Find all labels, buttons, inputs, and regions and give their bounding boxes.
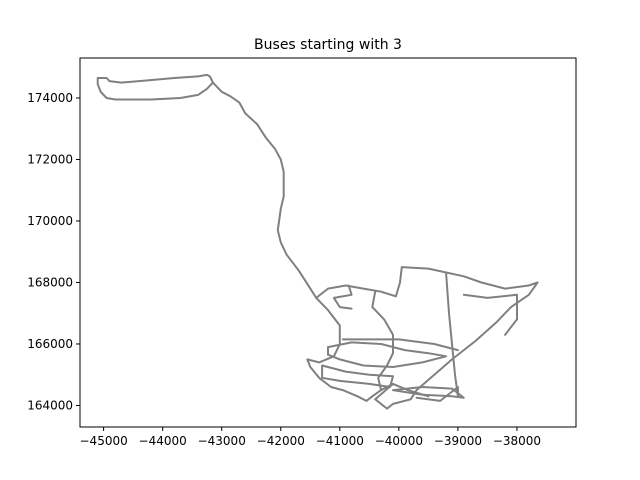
series-line-5 <box>462 293 518 336</box>
y-axis: 164000 166000 168000 170000 172000 174000 <box>27 91 80 412</box>
x-tick-label: −38000 <box>493 434 541 448</box>
series-line-10 <box>392 386 465 399</box>
series-line-8 <box>371 290 394 392</box>
x-tick-label: −44000 <box>139 434 187 448</box>
series-line-2 <box>211 81 394 402</box>
series-line-6 <box>327 341 448 368</box>
series-line-3 <box>315 266 539 410</box>
y-tick-label: 168000 <box>27 275 73 289</box>
series-line-4 <box>415 272 459 402</box>
x-tick-label: −39000 <box>434 434 482 448</box>
x-tick-label: −42000 <box>257 434 305 448</box>
y-tick-label: 166000 <box>27 337 73 351</box>
x-tick-label: −41000 <box>316 434 364 448</box>
series-line-9 <box>341 338 459 352</box>
series-line-11 <box>332 284 353 310</box>
chart-title: Buses starting with 3 <box>254 37 402 53</box>
x-axis: −45000 −44000 −43000 −42000 −41000 −40000 −390… <box>80 427 541 448</box>
x-tick-label: −43000 <box>198 434 246 448</box>
x-tick-label: −45000 <box>80 434 128 448</box>
plot-series-group <box>96 73 539 410</box>
x-tick-label: −40000 <box>375 434 423 448</box>
series-line-7 <box>321 364 394 388</box>
y-tick-label: 172000 <box>27 152 73 166</box>
plot-frame <box>79 57 577 428</box>
y-tick-label: 170000 <box>27 214 73 228</box>
y-tick-label: 164000 <box>27 398 73 412</box>
y-tick-label: 174000 <box>27 91 73 105</box>
